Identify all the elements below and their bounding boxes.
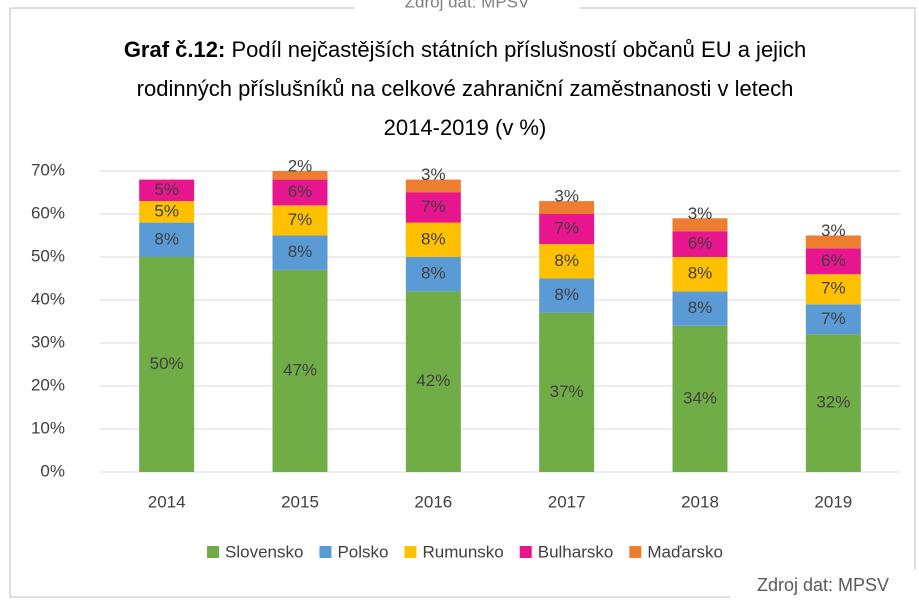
bar-segment — [139, 201, 195, 223]
data-label: 50% — [150, 354, 184, 373]
source-top: Zdroj dat: MPSV — [405, 0, 530, 11]
bar-segment — [805, 274, 861, 305]
data-label: 8% — [688, 264, 713, 283]
data-label: 34% — [683, 388, 717, 407]
bar-segment — [805, 304, 861, 335]
data-label: 5% — [154, 180, 179, 199]
x-tick-label: 2016 — [414, 492, 452, 511]
bar-segment — [672, 325, 728, 472]
data-label: 3% — [688, 204, 713, 223]
bar-segment — [272, 171, 328, 180]
data-label: 42% — [416, 371, 450, 390]
bar-segment — [672, 257, 728, 292]
y-tick-label: 20% — [31, 375, 65, 394]
data-label: 3% — [421, 165, 446, 184]
bar-segment — [805, 334, 861, 472]
bar-segment — [139, 222, 195, 257]
data-label: 8% — [288, 242, 313, 261]
bar-segment — [539, 244, 595, 279]
bar-segment — [405, 179, 461, 193]
y-tick-label: 0% — [40, 461, 65, 480]
data-label: 2% — [288, 156, 313, 175]
data-label: 3% — [554, 187, 579, 206]
legend-label: Bulharsko — [538, 542, 614, 561]
bar-segment — [672, 218, 728, 232]
data-label: 6% — [821, 251, 846, 270]
legend-swatch — [404, 546, 417, 558]
data-label: 7% — [288, 210, 313, 229]
legend-swatch — [319, 546, 332, 558]
data-label: 3% — [821, 221, 846, 240]
data-label: 5% — [154, 201, 179, 220]
bar-segment — [272, 205, 328, 236]
data-label: 8% — [154, 229, 179, 248]
data-label: 6% — [288, 182, 313, 201]
bar-segment — [539, 278, 595, 313]
title-text: Podíl nejčastějších státních příslušnost… — [136, 37, 807, 140]
x-tick-label: 2018 — [681, 492, 719, 511]
data-label: 8% — [554, 251, 579, 270]
x-tick-label: 2017 — [548, 492, 586, 511]
x-tick-label: 2014 — [148, 492, 186, 511]
bar-segment — [672, 291, 728, 326]
data-label: 7% — [421, 197, 446, 216]
legend-label: Slovensko — [225, 542, 303, 561]
bar-segment — [539, 201, 595, 214]
bar-segment — [405, 291, 461, 472]
bar-segment — [805, 235, 861, 249]
legend-label: Rumunsko — [422, 542, 503, 561]
bar-segment — [805, 248, 861, 275]
legend-swatch — [207, 546, 220, 558]
data-label: 47% — [283, 360, 317, 379]
source: Zdroj dat: MPSV — [757, 575, 889, 595]
x-tick-label: 2015 — [281, 492, 319, 511]
legend-label: Polsko — [337, 542, 388, 561]
y-tick-label: 10% — [31, 418, 65, 437]
data-label: 37% — [550, 382, 584, 401]
source-bg — [730, 570, 919, 600]
source-bg — [355, 0, 580, 14]
bar-segment — [405, 257, 461, 292]
data-label: 8% — [554, 285, 579, 304]
bar-segment — [672, 231, 728, 257]
bar-segment — [272, 179, 328, 206]
y-tick-label: 70% — [31, 160, 65, 179]
data-label: 7% — [821, 309, 846, 328]
data-label: 32% — [816, 393, 850, 412]
y-tick-label: 50% — [31, 246, 65, 265]
data-label: 8% — [421, 229, 446, 248]
chart-title: Graf č.12: Podíl nejčastějších státních … — [120, 30, 810, 147]
y-tick-label: 30% — [31, 332, 65, 351]
x-tick-label: 2019 — [814, 492, 852, 511]
bar-segment — [272, 235, 328, 270]
bar-segment — [139, 257, 195, 472]
title-bold: Graf č.12: — [123, 37, 226, 62]
legend-swatch — [519, 546, 532, 558]
bar-segment — [405, 222, 461, 257]
bar-segment — [539, 214, 595, 245]
data-label: 8% — [421, 264, 446, 283]
data-label: 8% — [688, 298, 713, 317]
bar-segment — [139, 179, 195, 202]
data-label: 7% — [554, 219, 579, 238]
bar-segment — [405, 192, 461, 223]
y-tick-label: 40% — [31, 289, 65, 308]
data-label: 6% — [688, 234, 713, 253]
legend-swatch — [629, 546, 642, 558]
data-label: 7% — [821, 279, 846, 298]
bar-segment — [539, 312, 595, 472]
y-tick-label: 60% — [31, 203, 65, 222]
legend-label: Maďarsko — [647, 542, 723, 561]
bar-segment — [272, 269, 328, 472]
